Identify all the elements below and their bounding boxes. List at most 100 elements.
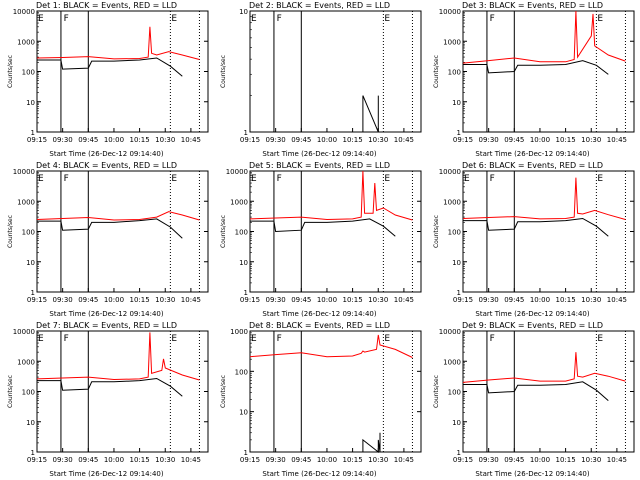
x-axis-label: Start Time (26-Dec-12 09:14:40) <box>262 150 377 158</box>
chart-svg: 1 10 100 1000 10000 09:15 09:30 09:45 10:00 10:15… <box>433 328 635 464</box>
y-tick-label: 10 <box>452 259 461 267</box>
detector-panel: 1 10 100 1000 09:15 09:30 09:45 10:00 10:15 10:30… <box>213 320 426 480</box>
y-tick-label: 1 <box>31 449 35 457</box>
y-tick-label: 1 <box>31 289 35 297</box>
x-tick-label: 10:45 <box>394 456 414 464</box>
x-tick-label: 09:30 <box>266 456 286 464</box>
x-tick-label: 09:15 <box>27 456 47 464</box>
flag-label: E <box>251 174 257 184</box>
y-tick-label: 10 <box>239 409 248 417</box>
x-tick-label: 09:45 <box>504 296 524 304</box>
x-tick-label: 09:45 <box>291 296 311 304</box>
y-tick-label: 10000 <box>13 328 35 336</box>
x-tick-label: 10:45 <box>181 456 201 464</box>
x-tick-label: 09:15 <box>240 296 260 304</box>
y-axis-label: Counts/sec <box>433 55 440 88</box>
x-tick-label: 09:15 <box>453 296 473 304</box>
y-tick-label: 10 <box>239 259 248 267</box>
y-tick-label: 1 <box>244 289 248 297</box>
detector-panel: 1 10 100 1000 10000 09:15 09:30 09:45 10:00 10:15… <box>213 160 426 320</box>
x-tick-label: 10:00 <box>317 296 337 304</box>
y-tick-label: 10 <box>26 99 35 107</box>
x-tick-label: 10:30 <box>155 456 175 464</box>
flag-label: E <box>597 174 603 184</box>
x-tick-label: 09:30 <box>53 456 73 464</box>
x-tick-label: 10:00 <box>317 456 337 464</box>
y-tick-label: 1 <box>244 129 248 137</box>
x-tick-label: 10:30 <box>581 136 601 144</box>
series-line-events <box>37 377 183 397</box>
flag-label: E <box>38 334 44 344</box>
flag-label: F <box>490 334 495 344</box>
x-tick-label: 10:00 <box>104 136 124 144</box>
x-tick-label: 10:45 <box>181 296 201 304</box>
x-tick-label: 10:15 <box>343 456 363 464</box>
x-axis-label: Start Time (26-Dec-12 09:14:40) <box>49 150 164 158</box>
plot-frame <box>36 10 209 133</box>
y-axis-label: Counts/sec <box>220 375 227 408</box>
series-line-events <box>362 432 381 454</box>
chart-title: Det 1: BLACK = Events, RED = LLD <box>36 1 177 10</box>
y-tick-label: 1000 <box>230 328 248 336</box>
y-tick-label: 1000 <box>17 358 35 366</box>
detector-panel: 1 10 09:15 09:30 09:45 10:00 10:15 10:30 10:45 Co… <box>213 0 426 160</box>
series-line-lld <box>462 352 626 383</box>
chart-title: Det 3: BLACK = Events, RED = LLD <box>462 1 603 10</box>
flag-label: E <box>384 334 390 344</box>
y-tick-label: 1000 <box>230 198 248 206</box>
x-tick-label: 09:30 <box>479 456 499 464</box>
y-tick-label: 10 <box>26 259 35 267</box>
chart-svg: 1 10 100 1000 10000 09:15 09:30 09:45 10:00 10:15… <box>220 168 422 304</box>
chart-svg: 1 10 100 1000 09:15 09:30 09:45 10:00 10:15 10:30… <box>220 328 422 464</box>
flag-label: E <box>38 14 44 24</box>
x-tick-label: 10:15 <box>556 296 576 304</box>
x-tick-label: 10:00 <box>530 456 550 464</box>
flag-label: F <box>277 174 282 184</box>
y-tick-label: 1 <box>457 129 461 137</box>
y-tick-label: 1000 <box>443 38 461 46</box>
x-tick-label: 10:15 <box>556 456 576 464</box>
plot-frame <box>462 170 635 293</box>
y-tick-label: 1 <box>244 449 248 457</box>
x-tick-label: 09:15 <box>453 456 473 464</box>
plot-frame <box>249 330 422 453</box>
y-tick-label: 10000 <box>226 168 248 176</box>
chart-title: Det 6: BLACK = Events, RED = LLD <box>462 161 603 170</box>
x-tick-label: 10:15 <box>343 296 363 304</box>
x-tick-label: 10:15 <box>556 136 576 144</box>
x-axis-label: Start Time (26-Dec-12 09:14:40) <box>49 470 164 478</box>
series-line-events <box>463 381 609 401</box>
x-tick-label: 10:45 <box>607 456 627 464</box>
chart-title: Det 9: BLACK = Events, RED = LLD <box>462 321 603 330</box>
x-tick-label: 10:00 <box>530 296 550 304</box>
y-tick-label: 100 <box>448 69 461 77</box>
flag-label: F <box>64 174 69 184</box>
flag-label: F <box>64 334 69 344</box>
y-tick-label: 1000 <box>443 358 461 366</box>
x-tick-label: 10:15 <box>343 136 363 144</box>
x-tick-label: 10:15 <box>130 296 150 304</box>
x-axis-label: Start Time (26-Dec-12 09:14:40) <box>475 310 590 318</box>
x-axis-label: Start Time (26-Dec-12 09:14:40) <box>262 470 377 478</box>
y-tick-label: 100 <box>235 229 248 237</box>
x-tick-label: 10:30 <box>155 296 175 304</box>
series-line-events <box>463 217 609 237</box>
flag-label: E <box>384 174 390 184</box>
y-tick-label: 100 <box>235 368 248 376</box>
x-tick-label: 09:45 <box>291 136 311 144</box>
x-tick-label: 09:15 <box>27 296 47 304</box>
x-tick-label: 10:30 <box>368 296 388 304</box>
y-tick-label: 10000 <box>13 8 35 16</box>
flag-label: E <box>464 174 470 184</box>
chart-svg: 1 10 100 1000 10000 09:15 09:30 09:45 10:00 10:15… <box>7 8 209 144</box>
chart-svg: 1 10 09:15 09:30 09:45 10:00 10:15 10:30 10:45 Co… <box>220 8 422 144</box>
x-tick-label: 10:00 <box>317 136 337 144</box>
series-line-lld <box>249 334 413 358</box>
series-line-events <box>37 218 183 239</box>
series-line-events <box>37 57 183 77</box>
y-axis-label: Counts/sec <box>7 55 14 88</box>
x-tick-label: 10:15 <box>130 456 150 464</box>
detector-panel: 1 10 100 1000 10000 09:15 09:30 09:45 10:00 10:15… <box>426 320 639 480</box>
x-tick-label: 10:45 <box>181 136 201 144</box>
y-axis-label: Counts/sec <box>220 55 227 88</box>
